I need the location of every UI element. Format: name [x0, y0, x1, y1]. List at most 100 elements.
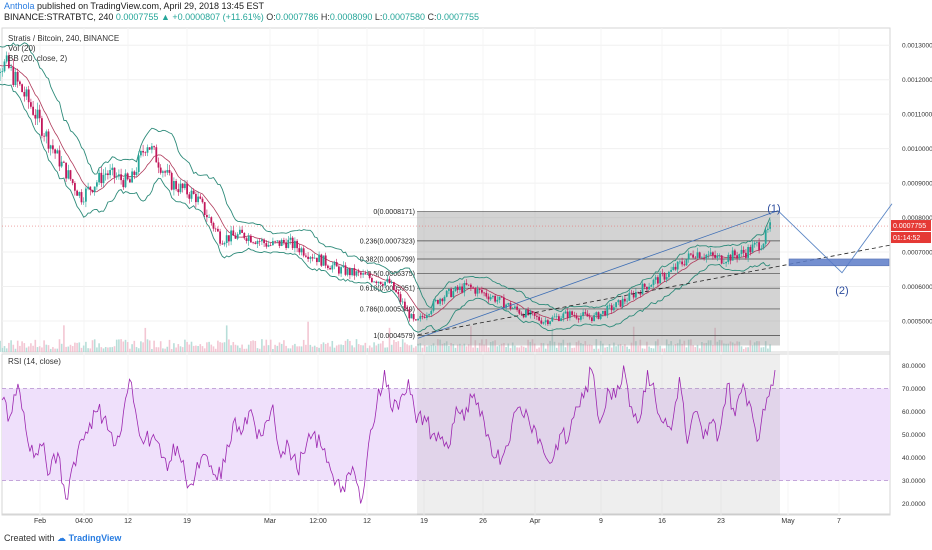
volume-bar [481, 339, 483, 352]
candle-body [377, 281, 380, 284]
volume-bar [219, 342, 221, 352]
low-value: 0.0007580 [382, 12, 425, 22]
candle-body [397, 292, 400, 295]
volume-bar [344, 340, 347, 352]
time-badge [891, 232, 931, 244]
candle-body [769, 222, 771, 229]
volume-bar [142, 342, 144, 352]
candle-body [151, 146, 153, 150]
candle-body [725, 262, 727, 264]
volume-bar [749, 340, 752, 352]
volume-bar [646, 341, 648, 352]
candle-body [386, 278, 389, 282]
volume-bar [3, 345, 6, 352]
volume-bar [423, 345, 426, 352]
volume-bar [595, 339, 598, 352]
volume-bar [489, 342, 492, 352]
candle-body [670, 269, 672, 272]
candle-body [80, 192, 83, 203]
candle-body [188, 194, 191, 199]
price-tick-label: 0.0010000 [902, 146, 932, 153]
symbol-name: BINANCE:STRATBTC, 240 [4, 12, 114, 22]
volume-bar [100, 347, 103, 352]
volume-bar [668, 344, 670, 352]
volume-bar [637, 345, 639, 352]
volume-bar [377, 343, 380, 352]
time-tick-label: Feb [34, 518, 46, 525]
volume-bar [485, 339, 488, 352]
candle-body [734, 250, 736, 256]
legend-vol[interactable]: Vol (20) [8, 44, 36, 53]
volume-bar [118, 339, 120, 352]
candle-body [311, 257, 314, 259]
volume-bar [503, 343, 505, 352]
candle-body [113, 167, 116, 178]
candle-body [82, 201, 85, 203]
volume-bar [720, 340, 723, 352]
candle-body [595, 312, 598, 316]
volume-bar [82, 345, 85, 352]
legend-bb[interactable]: BB (20, close, 2) [8, 54, 68, 63]
candle-body [175, 181, 177, 190]
time-tick-label: 9 [599, 518, 603, 525]
candle-body [276, 240, 279, 242]
candle-body [399, 294, 402, 302]
volume-bar [562, 339, 565, 352]
volume-bar [157, 347, 160, 352]
volume-bar [217, 340, 219, 352]
volume-bar [265, 339, 268, 352]
candle-body [516, 306, 518, 310]
volume-bar [208, 341, 210, 352]
candle-body [58, 150, 61, 167]
candle-body [252, 242, 254, 243]
volume-bar [199, 344, 202, 352]
candle-body [698, 252, 701, 258]
candle-body [507, 303, 510, 305]
candle-body [742, 249, 745, 253]
volume-bar [338, 344, 340, 352]
candle-body [129, 179, 131, 183]
volume-bar [32, 345, 34, 352]
candle-body [758, 242, 760, 250]
candle-body [146, 147, 149, 153]
bb-lower-band [0, 83, 771, 333]
volume-bar [1, 347, 4, 352]
candle-body [197, 196, 199, 203]
volume-bar [756, 341, 758, 352]
volume-bar [745, 347, 747, 352]
candle-body [463, 283, 466, 293]
candle-body [27, 89, 30, 103]
candle-body [747, 247, 749, 258]
rsi-tick-label: 60.0000 [902, 409, 926, 416]
candle-body [298, 248, 301, 253]
time-tick-label: 26 [479, 518, 487, 525]
candle-body [228, 235, 230, 242]
legend-rsi[interactable]: RSI (14, close) [8, 357, 61, 366]
candle-body [712, 252, 714, 256]
volume-bar [190, 341, 193, 352]
time-tick-label: 7 [837, 518, 841, 525]
candle-body [624, 298, 626, 302]
candle-body [591, 317, 593, 321]
open-value: 0.0007786 [275, 12, 319, 22]
footer-brand[interactable]: TradingView [68, 533, 122, 543]
volume-bar [324, 343, 327, 352]
candle-body [423, 316, 426, 318]
volume-bar [544, 348, 547, 352]
footer: Created with ☁ TradingView [4, 533, 121, 544]
volume-bar [47, 345, 50, 352]
candle-body [540, 320, 543, 324]
author-link[interactable]: Anthola [4, 1, 35, 11]
candle-body [177, 189, 180, 193]
candle-body [14, 72, 17, 86]
volume-bar [228, 339, 230, 352]
volume-bar [769, 344, 771, 352]
volume-bar [448, 345, 450, 352]
candle-body [450, 288, 452, 298]
volume-bar [701, 342, 703, 352]
candle-body [126, 173, 129, 180]
time-tick-label: Mar [264, 518, 277, 525]
candle-body [536, 315, 538, 317]
volume-bar [16, 340, 19, 352]
